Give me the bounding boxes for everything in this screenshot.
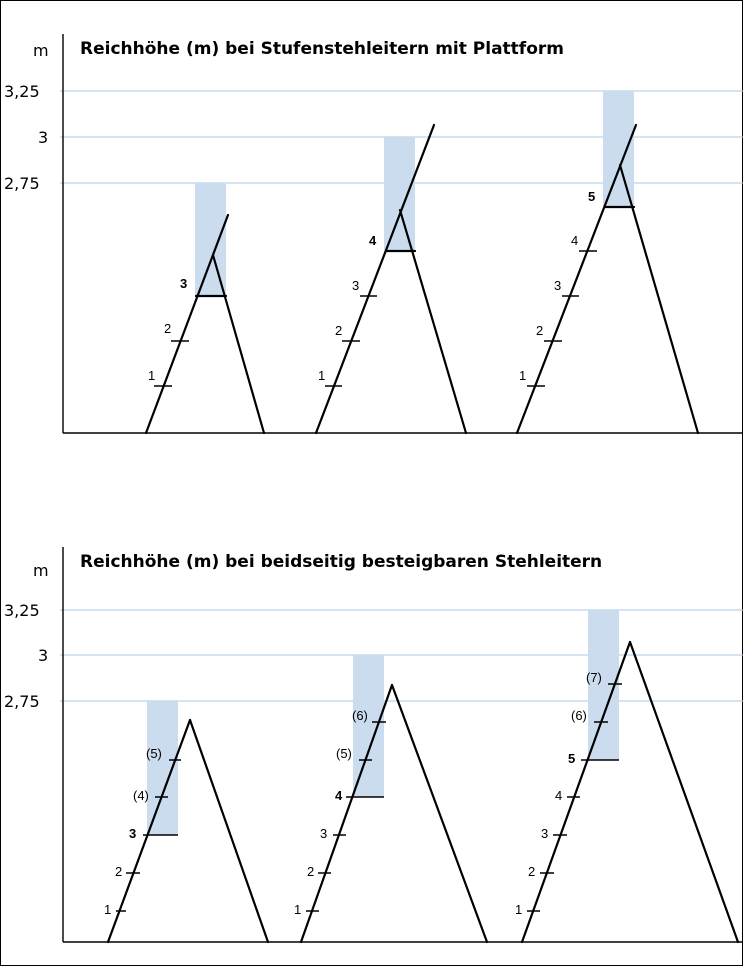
double-sided-ladder-diagram: m Reichhöhe (m) bei beidseitig besteigba… xyxy=(4,547,743,944)
step-label: 1 xyxy=(519,368,526,383)
unit-label: m xyxy=(33,41,49,60)
step-label: (4) xyxy=(133,788,149,803)
step-label: 2 xyxy=(528,864,535,879)
step-label: 1 xyxy=(515,902,522,917)
step-label-bold: 5 xyxy=(568,751,575,766)
y-label-3-25: 3,25 xyxy=(4,601,40,620)
step-label: 2 xyxy=(536,323,543,338)
y-label-3: 3 xyxy=(38,646,48,665)
step-label: 4 xyxy=(555,788,562,803)
step-label: 3 xyxy=(320,826,327,841)
step-label: (5) xyxy=(146,746,162,761)
step-label-bold: 3 xyxy=(129,826,136,841)
diagram-title: Reichhöhe (m) bei beidseitig besteigbare… xyxy=(80,552,602,572)
y-label-2-75: 2,75 xyxy=(4,692,40,711)
double-ladder-4: 1 2 3 4 (5) (6) xyxy=(294,655,489,944)
step-label-bold: 4 xyxy=(335,788,343,803)
reach-bar xyxy=(195,183,226,296)
reach-bar xyxy=(384,137,415,251)
step-label: 2 xyxy=(164,321,171,336)
step-label: (7) xyxy=(586,670,602,685)
y-label-3: 3 xyxy=(38,128,48,147)
y-label-3-25: 3,25 xyxy=(4,82,40,101)
ladder-right-rail xyxy=(628,640,740,944)
platform-ladder-4: 1 2 3 4 xyxy=(314,123,468,435)
step-label: 2 xyxy=(115,864,122,879)
ladder-back-rail xyxy=(211,253,266,435)
ladder-front-rail xyxy=(144,213,230,435)
step-label: 1 xyxy=(148,368,155,383)
step-label: (6) xyxy=(352,708,368,723)
step-label: (5) xyxy=(336,746,352,761)
step-label: 3 xyxy=(352,278,359,293)
step-label: (6) xyxy=(571,708,587,723)
platform-ladder-3: 1 2 3 xyxy=(144,183,266,435)
ladder-front-rail xyxy=(515,123,638,435)
platform-ladder-diagram: m Reichhöhe (m) bei Stufenstehleitern mi… xyxy=(4,34,743,435)
ladder-back-rail xyxy=(618,163,700,435)
step-label-bold: 5 xyxy=(588,189,595,204)
step-label: 2 xyxy=(335,323,342,338)
ladder-right-rail xyxy=(188,718,270,944)
ladder-left-rail xyxy=(520,640,632,944)
step-label: 4 xyxy=(571,233,578,248)
step-label: 1 xyxy=(318,368,325,383)
platform-ladder-5: 1 2 3 4 5 xyxy=(515,91,700,435)
y-label-2-75: 2,75 xyxy=(4,174,40,193)
diagram-title: Reichhöhe (m) bei Stufenstehleitern mit … xyxy=(80,39,564,59)
double-ladder-5: 1 2 3 4 5 (6) (7) xyxy=(515,610,740,944)
reach-bar xyxy=(353,655,384,797)
step-label: 1 xyxy=(104,902,111,917)
reach-bar xyxy=(603,91,634,207)
ladder-left-rail xyxy=(299,683,394,944)
unit-label: m xyxy=(33,561,49,580)
step-label-bold: 4 xyxy=(369,233,377,248)
ladder-back-rail xyxy=(398,208,468,435)
step-label: 3 xyxy=(554,278,561,293)
ladder-left-rail xyxy=(106,718,192,944)
ladder-right-rail xyxy=(390,683,489,944)
ladder-front-rail xyxy=(314,123,436,435)
step-label: 1 xyxy=(294,902,301,917)
step-label: 3 xyxy=(541,826,548,841)
step-label-bold: 3 xyxy=(180,276,187,291)
step-label: 2 xyxy=(307,864,314,879)
double-ladder-3: 1 2 3 (4) (5) xyxy=(104,701,270,944)
